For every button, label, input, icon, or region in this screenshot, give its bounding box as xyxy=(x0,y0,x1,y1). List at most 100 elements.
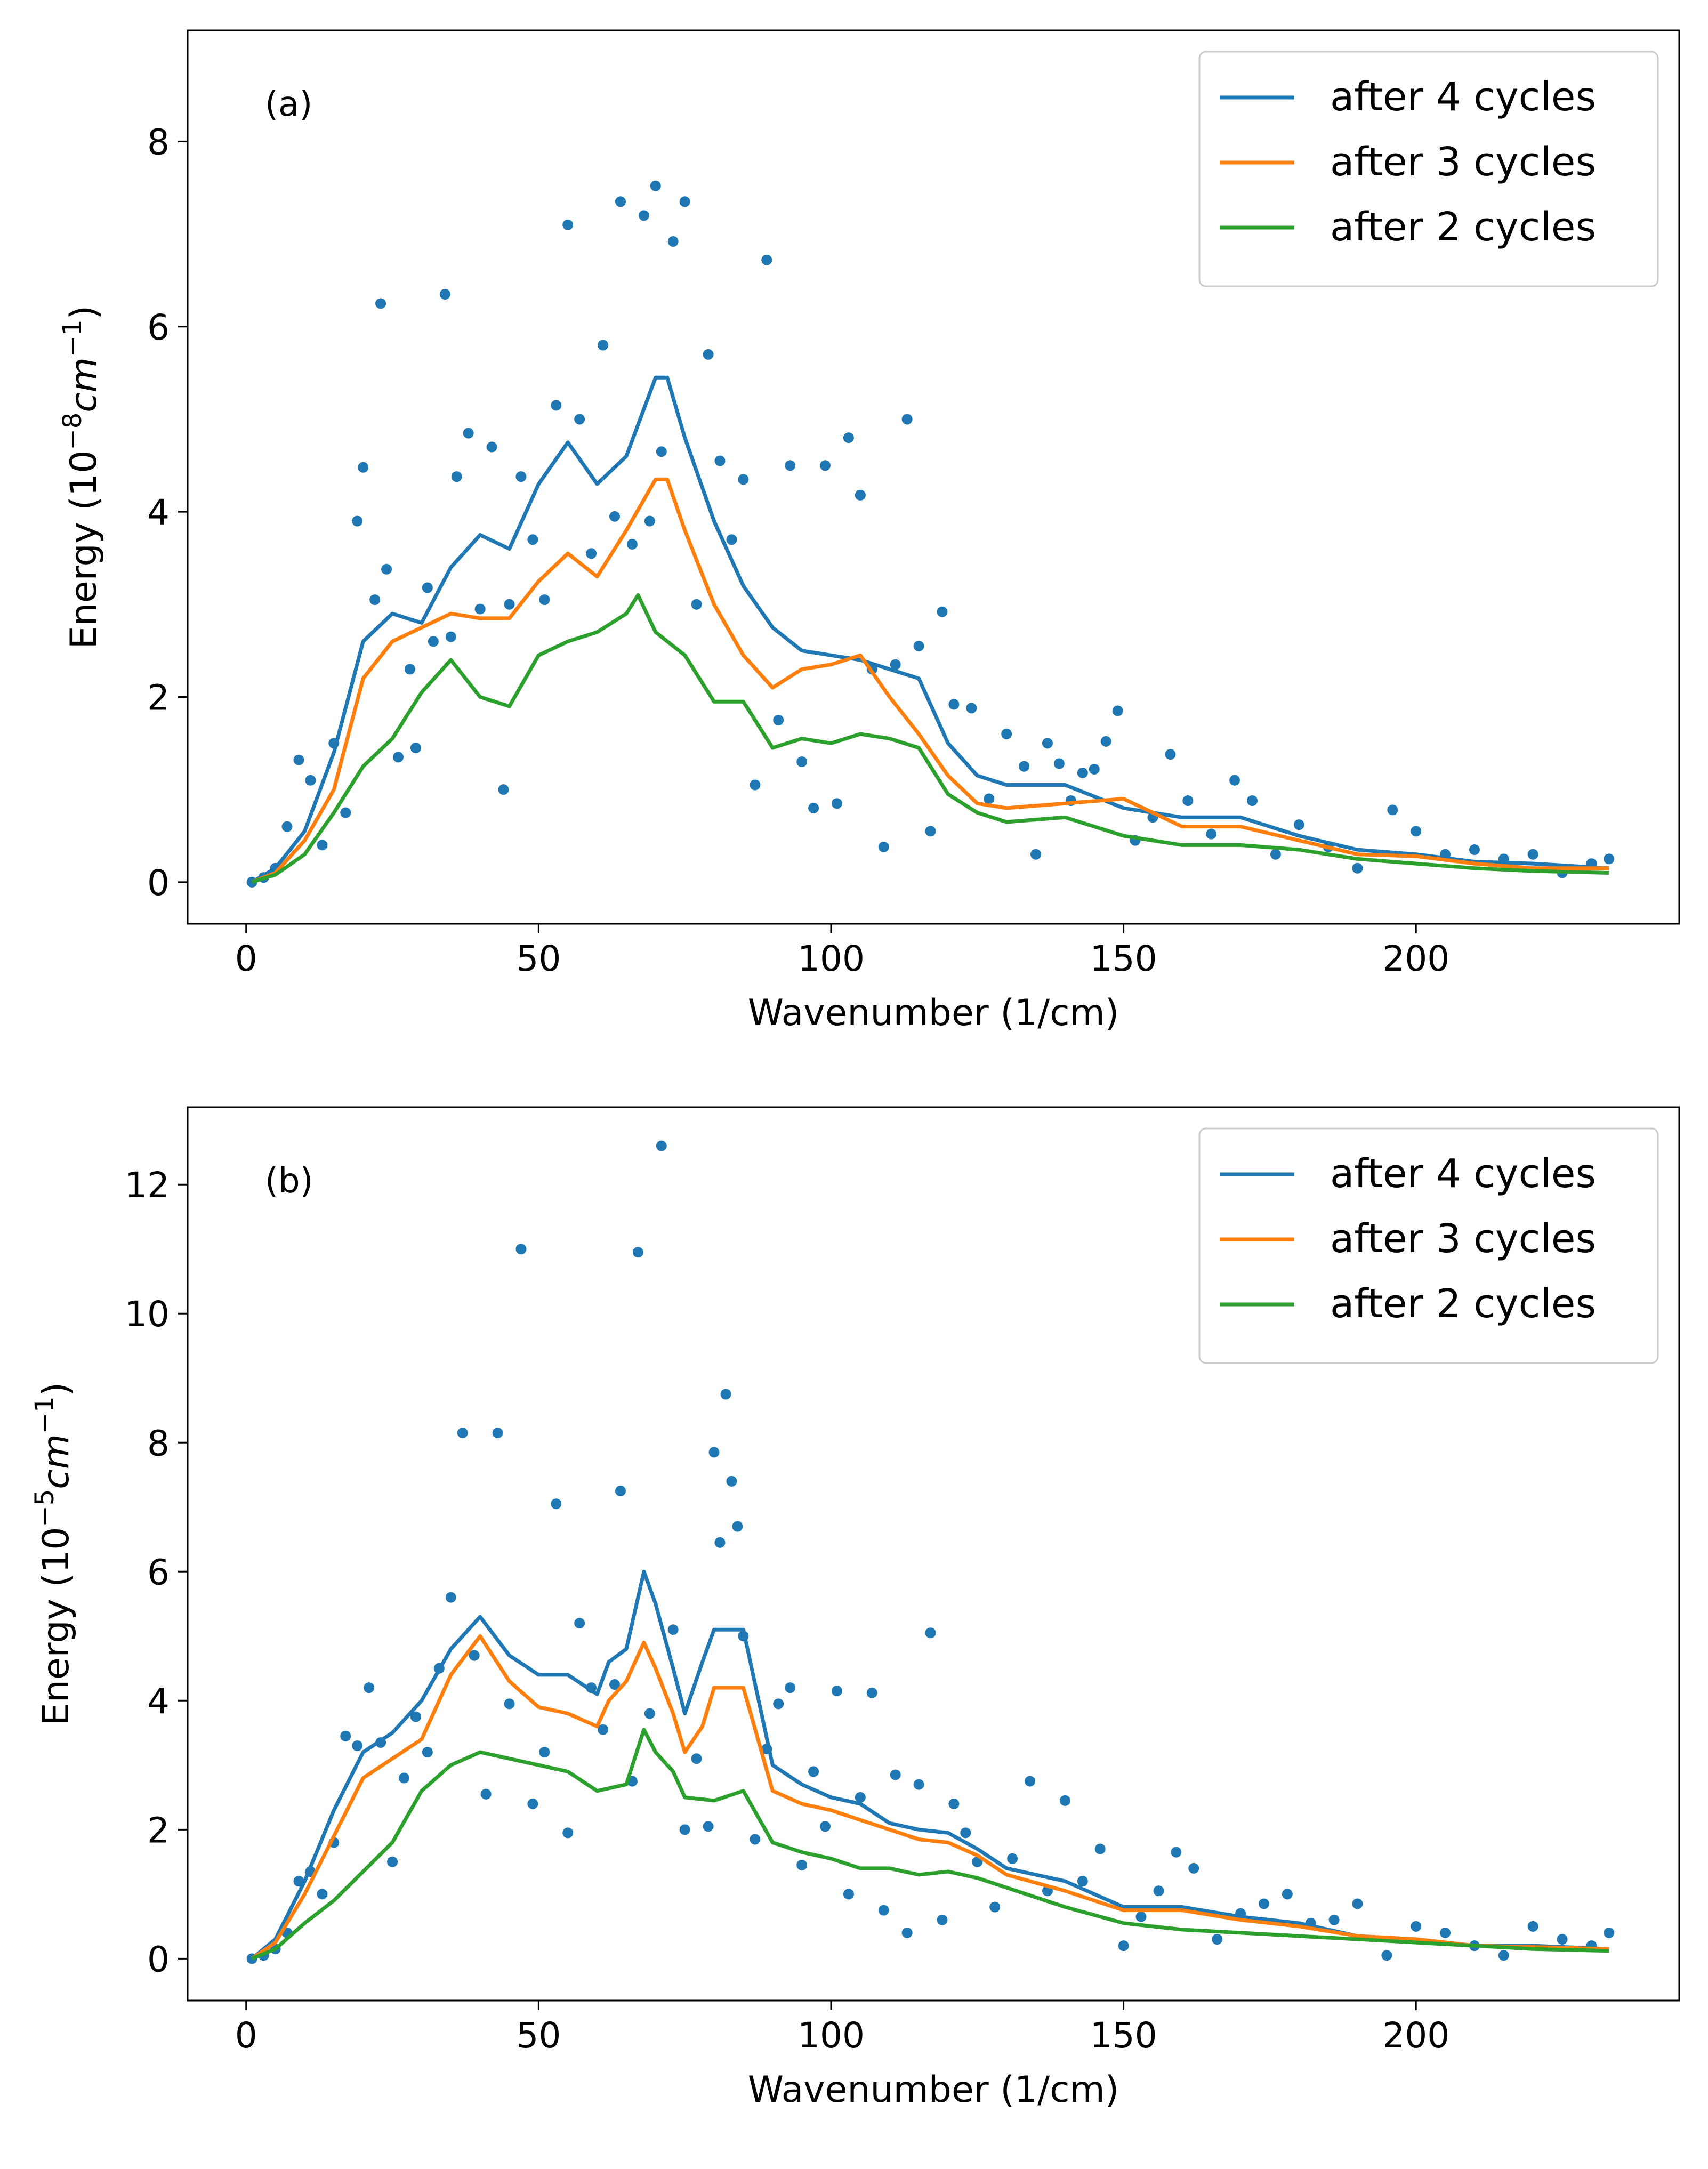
scatter-point xyxy=(901,1927,913,1938)
y-tick-label: 10 xyxy=(125,1294,170,1335)
scatter-point xyxy=(925,1627,936,1639)
scatter-point xyxy=(410,1711,421,1722)
scatter-point xyxy=(1498,1950,1509,1961)
scatter-point xyxy=(820,1821,831,1832)
scatter-point xyxy=(317,840,328,851)
y-axis-label-main: Energy (10 xyxy=(63,450,105,649)
y-tick-label: 0 xyxy=(147,1939,170,1980)
y-tick-label: 12 xyxy=(125,1165,170,1206)
scatter-point xyxy=(937,1914,948,1925)
scatter-point xyxy=(457,1428,468,1439)
scatter-point xyxy=(515,1244,527,1255)
x-tick-label: 0 xyxy=(235,938,257,979)
scatter-point xyxy=(340,807,351,818)
scatter-point xyxy=(855,489,866,501)
scatter-point xyxy=(451,471,462,482)
scatter-point xyxy=(469,1650,480,1661)
scatter-point xyxy=(1557,1934,1568,1945)
scatter-point xyxy=(1019,761,1030,772)
y-axis-label: Energy (10−5cm−1) xyxy=(30,1382,77,1725)
scatter-point xyxy=(1440,1927,1451,1938)
scatter-point xyxy=(387,1856,398,1867)
legend-entry-label: after 3 cycles xyxy=(1330,1216,1596,1262)
scatter-point xyxy=(878,1905,889,1916)
scatter-point xyxy=(714,455,726,466)
x-tick-label: 200 xyxy=(1382,2015,1449,2056)
scatter-point xyxy=(463,428,474,439)
y-axis-label: Energy (10−8cm−1) xyxy=(58,305,105,649)
y-tick-label: 4 xyxy=(147,1681,170,1722)
y-tick-label: 0 xyxy=(147,862,170,904)
y-tick-label: 8 xyxy=(147,1423,170,1464)
scatter-point xyxy=(703,349,714,360)
scatter-point xyxy=(1247,795,1258,807)
scatter-point xyxy=(650,180,661,191)
scatter-point xyxy=(1053,758,1065,769)
y-axis-label-unit-exponent: −1 xyxy=(58,319,87,357)
scatter-point xyxy=(656,446,667,457)
scatter-point xyxy=(539,594,550,606)
x-tick-label: 0 xyxy=(235,2015,257,2056)
scatter-point xyxy=(890,659,901,670)
series-line-after-4-cycles xyxy=(251,375,1609,884)
scatter-point xyxy=(925,826,936,837)
scatter-point xyxy=(598,340,609,351)
scatter-point xyxy=(1387,804,1398,816)
scatter-point xyxy=(808,802,819,813)
scatter-point xyxy=(422,582,433,593)
scatter-point xyxy=(913,1779,924,1790)
scatter-point xyxy=(574,1618,585,1629)
scatter-point xyxy=(878,841,889,852)
y-tick-label: 6 xyxy=(147,1552,170,1593)
legend-entry-label: after 3 cycles xyxy=(1330,139,1596,185)
scatter-point xyxy=(480,1788,492,1800)
plot-area-frame xyxy=(187,1106,1680,2002)
scatter-point xyxy=(831,798,842,809)
scatter-point xyxy=(609,1679,620,1690)
series-line-after-4-cycles xyxy=(251,1569,1609,1960)
panel-b: 0 50 100 150 200 0 2 4 6 8 10 12 Wavenumber (1/cm) En… xyxy=(30,1106,1680,2111)
scatter-point xyxy=(773,714,784,725)
scatter-point xyxy=(1258,1898,1269,1909)
scatter-point xyxy=(574,414,585,425)
scatter-point xyxy=(498,784,509,795)
scatter-point xyxy=(855,1792,866,1803)
scatter-point xyxy=(667,1624,679,1635)
series-line-after-3-cycles xyxy=(251,1634,1609,1961)
scatter-point xyxy=(504,599,515,610)
scatter-point xyxy=(984,793,995,804)
y-axis-label-exponent: −5 xyxy=(30,1489,60,1527)
scatter-point xyxy=(1135,1911,1147,1922)
scatter-point xyxy=(1212,1934,1223,1945)
scatter-point xyxy=(393,752,404,763)
scatter-point xyxy=(843,432,854,444)
scatter-point xyxy=(726,1475,737,1487)
scatter-point xyxy=(609,511,620,522)
scatter-point xyxy=(305,775,316,786)
scatter-point xyxy=(504,1698,515,1710)
x-axis-label: Wavenumber (1/cm) xyxy=(748,2069,1119,2111)
scatter-point xyxy=(1118,1940,1129,1952)
y-axis-label-unit: cm xyxy=(35,1434,77,1489)
scatter-point xyxy=(1025,1776,1036,1787)
scatter-point xyxy=(866,1687,877,1698)
scatter-point xyxy=(1007,1853,1018,1864)
scatter-point xyxy=(937,606,948,617)
scatter-point xyxy=(785,1682,796,1694)
scatter-point xyxy=(820,460,831,471)
scatter-point xyxy=(1282,1889,1293,1900)
scatter-point xyxy=(439,288,450,300)
panel-label: (b) xyxy=(265,1162,313,1201)
panel-a: 0 50 100 150 200 0 2 4 6 8 Wavenumber (1/cm) Energy… xyxy=(58,29,1680,1034)
scatter-point xyxy=(1411,826,1422,837)
y-tick-label: 6 xyxy=(147,307,170,348)
series-line-after-2-cycles xyxy=(251,593,1609,884)
scatter-point xyxy=(1001,728,1012,739)
scatter-point xyxy=(773,1698,784,1710)
scatter-point xyxy=(492,1428,503,1439)
scatter-point xyxy=(703,1821,714,1832)
scatter-point xyxy=(281,821,293,832)
scatter-point xyxy=(960,1827,971,1839)
